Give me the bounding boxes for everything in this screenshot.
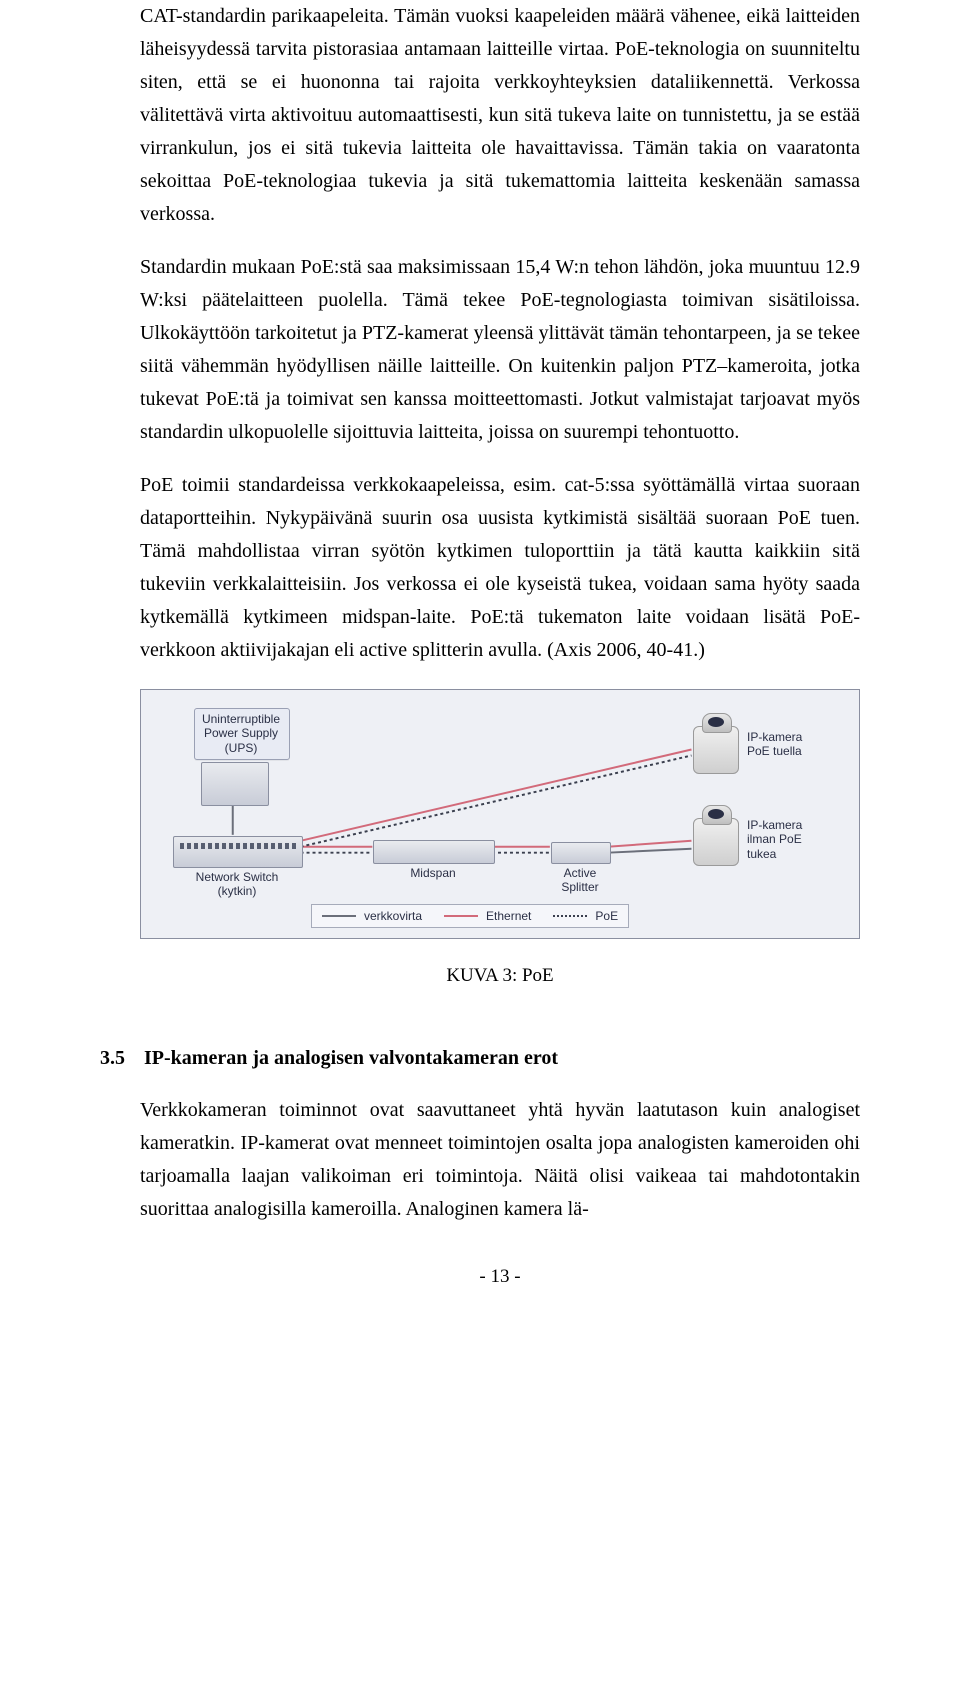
- section-heading: 3.5 IP-kameran ja analogisen valvontakam…: [100, 1047, 860, 1070]
- legend-item-ethernet: Ethernet: [444, 909, 531, 923]
- ups-device-icon: [201, 762, 269, 806]
- legend-item-power: verkkovirta: [322, 909, 422, 923]
- switch-device-icon: [173, 836, 303, 868]
- camera-nopoe-icon: [693, 818, 739, 866]
- figure-legend: verkkovirta Ethernet PoE: [311, 904, 629, 928]
- switch-label: Network Switch (kytkin): [173, 870, 301, 899]
- figure-canvas: Uninterruptible Power Supply (UPS) Netwo…: [140, 689, 860, 939]
- page-number: - 13 -: [140, 1266, 860, 1288]
- splitter-device-icon: [551, 842, 611, 864]
- midspan-label: Midspan: [373, 866, 493, 880]
- paragraph-2: Standardin mukaan PoE:stä saa maksimissa…: [140, 251, 860, 449]
- paragraph-1: CAT-standardin parikaapeleita. Tämän vuo…: [140, 0, 860, 231]
- splitter-label: Active Splitter: [545, 866, 615, 895]
- section-title: IP-kameran ja analogisen valvontakameran…: [144, 1047, 558, 1070]
- figure-poe: Uninterruptible Power Supply (UPS) Netwo…: [140, 689, 860, 987]
- legend-label-poe: PoE: [595, 909, 618, 923]
- camera-poe-label: IP-kamera PoE tuella: [747, 730, 837, 759]
- paragraph-3: PoE toimii standardeissa verkkokaapeleis…: [140, 469, 860, 667]
- camera-poe-icon: [693, 726, 739, 774]
- legend-swatch-power: [322, 915, 356, 917]
- camera-nopoe-label: IP-kamera ilman PoE tukea: [747, 818, 837, 861]
- legend-label-ethernet: Ethernet: [486, 909, 531, 923]
- legend-swatch-ethernet: [444, 915, 478, 917]
- midspan-device-icon: [373, 840, 495, 864]
- ups-label: Uninterruptible Power Supply (UPS): [194, 712, 288, 755]
- legend-swatch-poe: [553, 915, 587, 917]
- legend-item-poe: PoE: [553, 909, 618, 923]
- figure-caption: KUVA 3: PoE: [140, 965, 860, 987]
- paragraph-4: Verkkokameran toiminnot ovat saavuttanee…: [140, 1094, 860, 1226]
- legend-label-power: verkkovirta: [364, 909, 422, 923]
- section-number: 3.5: [100, 1047, 130, 1070]
